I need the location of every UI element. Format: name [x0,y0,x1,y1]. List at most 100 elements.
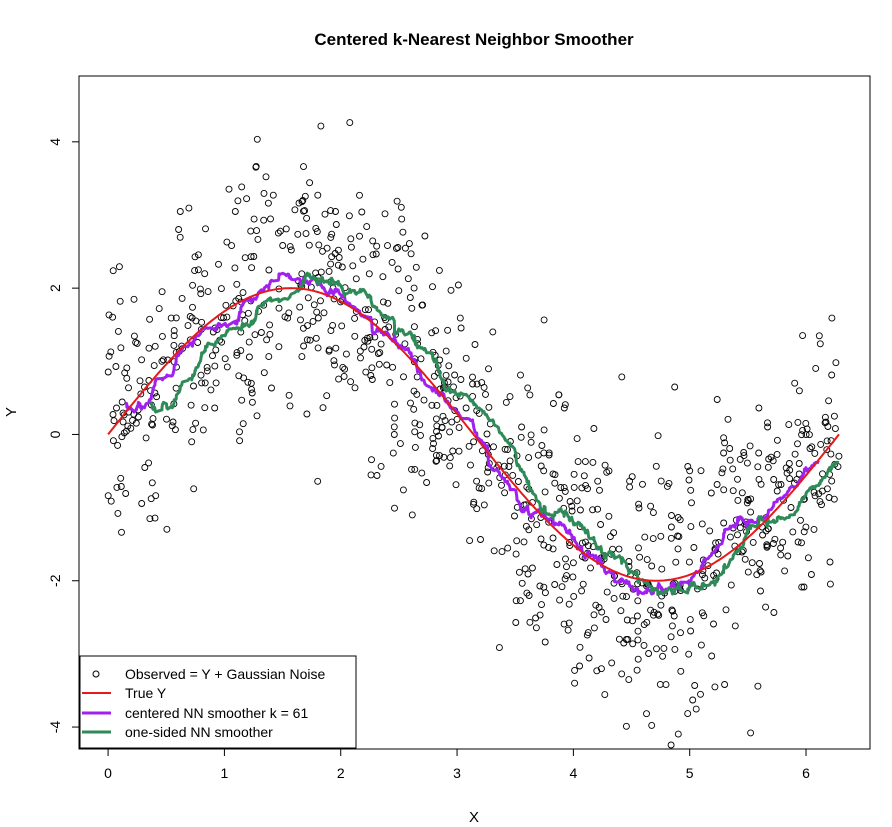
one-sided-nn-smoother-line [149,271,840,596]
data-point [430,372,438,380]
data-point [365,270,373,278]
data-point [622,722,630,730]
data-point [756,560,763,567]
data-point [585,654,593,662]
data-point [109,411,117,418]
data-point [576,506,584,514]
data-point [830,412,838,420]
data-point [328,230,336,238]
data-point [636,553,644,561]
data-point [212,379,220,387]
data-point [687,486,695,494]
data-point [540,467,548,475]
data-point [545,451,553,459]
data-point [618,373,626,381]
data-point [303,336,311,344]
data-point [536,582,544,590]
data-point [605,512,613,520]
data-point [483,430,491,438]
chart-title: Centered k-Nearest Neighbor Smoother [314,30,634,49]
data-point [302,230,310,238]
data-point [740,449,748,456]
data-point [411,465,419,473]
data-point [720,486,728,494]
legend-label-true-y: True Y [125,685,167,701]
data-point [579,580,587,588]
data-point [629,640,637,648]
data-point [504,446,511,454]
data-point [734,496,742,504]
data-point [345,212,353,220]
data-point [762,527,770,535]
data-point [389,363,397,371]
data-point [442,371,450,379]
data-point [633,666,641,674]
data-point [657,477,665,485]
data-point [659,652,667,660]
data-point [327,233,335,241]
data-point [807,571,815,578]
data-point [291,206,299,214]
data-point [527,438,535,446]
data-point [697,467,705,475]
data-point [338,322,346,330]
data-point [347,243,355,251]
data-point [107,497,115,505]
data-point [713,396,721,403]
data-point [569,573,577,581]
data-point [610,529,618,537]
data-point [113,483,121,491]
data-point [824,423,832,430]
data-point [146,315,154,323]
data-point [770,609,778,616]
data-point [697,690,704,698]
data-point [446,428,454,436]
data-point [775,481,783,489]
data-point [220,314,227,322]
data-point [736,455,744,463]
data-point [795,460,803,467]
data-point [777,481,785,488]
data-point [176,208,184,215]
data-point [794,538,802,546]
data-point [452,481,460,489]
data-point [649,509,657,517]
data-point [186,313,194,320]
data-point [192,419,200,427]
data-point [656,680,664,688]
data-point [562,555,569,563]
data-point [334,246,342,254]
data-point [203,363,211,371]
data-point [557,484,565,491]
data-point [349,262,357,270]
data-point [714,550,722,558]
data-point [759,531,767,539]
data-point [276,227,284,235]
data-point [198,379,206,387]
data-point [576,662,584,670]
data-point [399,486,407,494]
data-point [412,263,420,271]
data-point [669,607,677,615]
data-point [798,583,806,591]
data-point [359,255,367,263]
legend-label-observed: Observed = Y + Gaussian Noise [125,666,325,682]
data-point [400,373,407,381]
data-point [570,470,578,478]
data-point [598,608,606,616]
data-point [310,301,318,309]
data-point [816,340,824,348]
data-point [741,555,749,563]
data-point [379,298,387,306]
data-point [707,489,715,497]
data-point [221,355,229,363]
data-point [671,645,679,653]
data-point [825,397,833,405]
data-point [241,254,249,262]
data-point [401,340,409,348]
data-point [688,499,695,507]
data-point [233,349,241,357]
data-point [523,589,531,597]
data-point [755,404,763,412]
data-point [275,343,283,351]
